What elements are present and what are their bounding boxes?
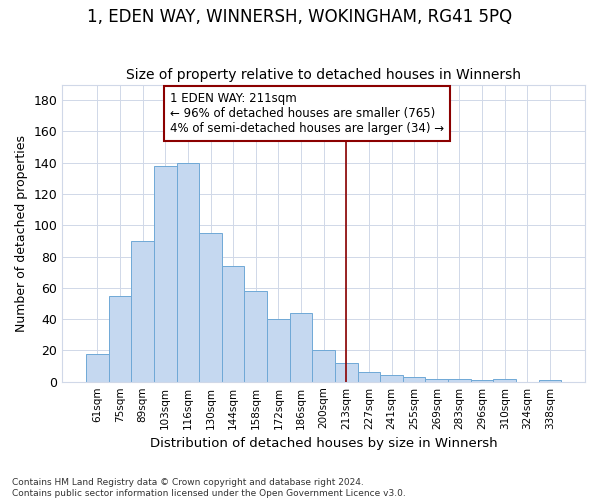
Bar (86, 354, 109, 382)
Bar (267, 319, 290, 382)
Bar (154, 166, 176, 382)
Bar (199, 233, 222, 382)
Text: 1 EDEN WAY: 211sqm
← 96% of detached houses are smaller (765)
4% of semi-detache: 1 EDEN WAY: 211sqm ← 96% of detached hou… (170, 92, 444, 136)
Title: Size of property relative to detached houses in Winnersh: Size of property relative to detached ho… (126, 68, 521, 82)
Bar (358, 372, 380, 382)
Bar (313, 350, 335, 382)
Text: Contains HM Land Registry data © Crown copyright and database right 2024.
Contai: Contains HM Land Registry data © Crown c… (12, 478, 406, 498)
Bar (403, 377, 425, 382)
Bar (176, 162, 199, 382)
Bar (222, 266, 244, 382)
Bar (109, 296, 131, 382)
Bar (425, 378, 448, 382)
Text: 1, EDEN WAY, WINNERSH, WOKINGHAM, RG41 5PQ: 1, EDEN WAY, WINNERSH, WOKINGHAM, RG41 5… (88, 8, 512, 26)
Y-axis label: Number of detached properties: Number of detached properties (15, 134, 28, 332)
Bar (131, 241, 154, 382)
Bar (335, 363, 358, 382)
Bar (471, 380, 493, 382)
Bar (493, 378, 516, 382)
X-axis label: Distribution of detached houses by size in Winnersh: Distribution of detached houses by size … (150, 437, 497, 450)
Bar (380, 376, 403, 382)
Bar (290, 313, 313, 382)
Bar (448, 378, 471, 382)
Bar (539, 380, 561, 382)
Bar (244, 291, 267, 382)
